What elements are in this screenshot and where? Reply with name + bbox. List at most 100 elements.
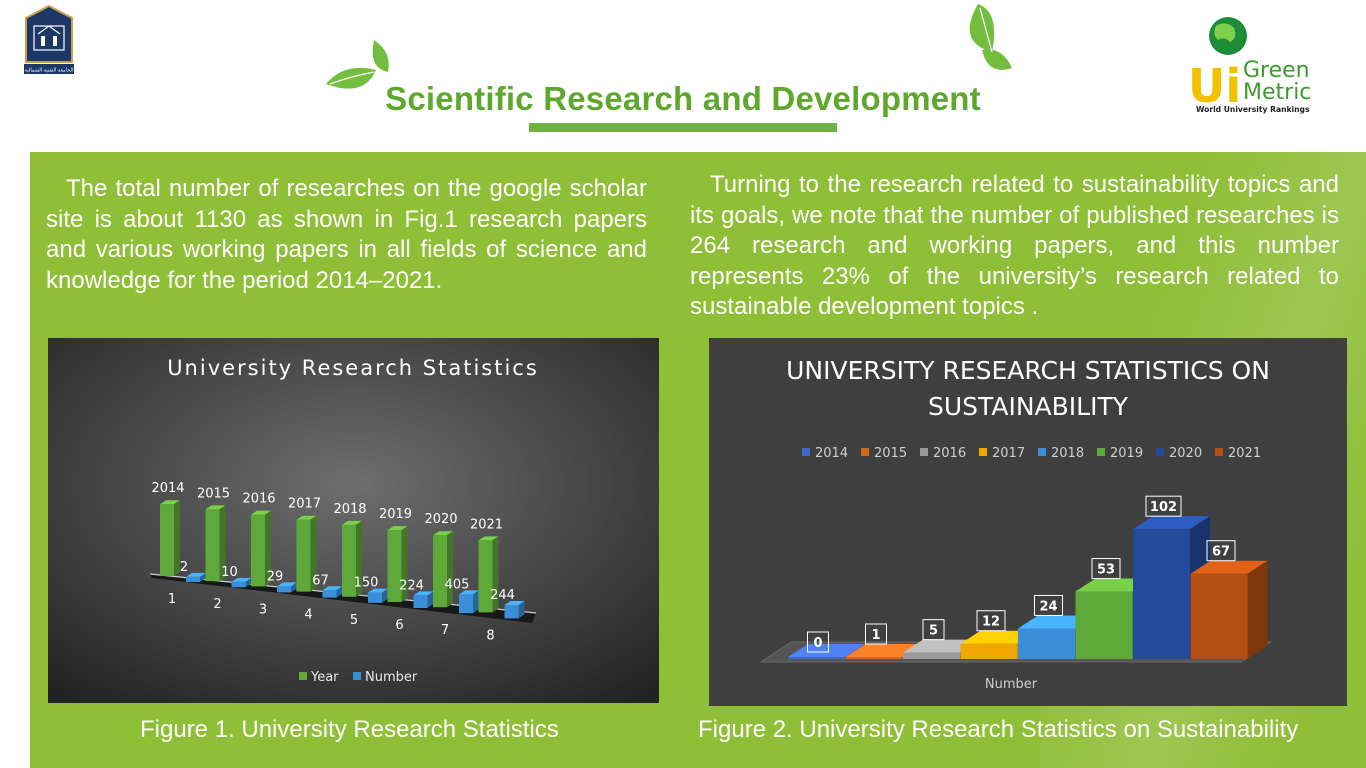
x-tick-label: 6 [395,618,403,633]
sustainability-bar [903,652,960,659]
number-data-label: 10 [221,565,238,580]
leaf-icon [969,4,1012,70]
legend-label: 2021 [1228,446,1261,461]
number-bar-side [200,572,206,582]
chart1-title: University Research Statistics [167,356,539,380]
legend-label: 2020 [1169,446,1202,461]
chart-university-research: University Research Statistics 2014 2 1 201… [48,338,659,703]
data-label-box [807,631,829,653]
year-data-label: 2017 [288,497,321,512]
number-data-label: 224 [399,578,424,593]
sustainability-bar-side [1247,560,1268,659]
x-tick-label: 1 [168,592,176,607]
number-bar-side [473,590,479,614]
legend-swatch [1215,448,1223,456]
number-bar-side [518,601,525,619]
right-paragraph: Turning to the research related to susta… [690,171,1339,320]
number-bar-side [382,588,388,603]
number-bar [186,576,200,582]
data-label-box [1034,594,1063,616]
legend-swatch [920,448,928,456]
year-bar-side [492,536,499,613]
sustainability-bar [1075,591,1133,659]
page-title: Scientific Research and Development [385,80,981,117]
chart2-xlabel: Number [985,677,1038,692]
legend-swatch [353,672,361,680]
number-bar-top [413,591,434,596]
sustainability-bar-top [1190,560,1268,574]
sustainability-bar [788,657,845,659]
year-bar-side [174,500,180,576]
legend-label: 2015 [874,446,907,461]
number-bar-side [291,582,297,593]
data-label-box [976,610,1006,632]
number-bar [413,595,428,608]
x-tick-label: 5 [350,613,358,628]
data-label-box [922,619,945,641]
legend-label: 2017 [992,446,1025,461]
legend-label: Year [310,670,339,685]
year-bar-top [205,505,226,510]
logo-subtitle: World University Rankings [1196,105,1310,114]
number-data-label: 2 [180,560,188,575]
number-bar [459,594,473,614]
number-bar [231,581,246,588]
legend-swatch [802,448,810,456]
year-bar-top [251,510,271,515]
figure2-caption: Figure 2. University Research Statistics… [698,716,1299,743]
legend-label: 2014 [815,446,848,461]
sustainability-bar [845,657,903,659]
title-underline [529,123,837,132]
year-bar-top [342,520,362,525]
number-bar-top [504,601,525,606]
year-bar [478,540,493,613]
data-label: 53 [1097,563,1115,578]
number-bar [368,592,382,603]
legend-label: 2019 [1110,446,1143,461]
number-data-label: 244 [490,588,515,603]
x-tick-label: 7 [441,623,449,638]
left-paragraph: The total number of researches on the go… [46,175,647,294]
data-label: 67 [1212,545,1230,560]
year-bar [205,509,220,582]
number-bar-top [186,572,206,577]
legend-label: Number [365,670,418,685]
year-bar [296,519,311,592]
year-data-label: 2021 [470,517,503,532]
sustainability-bar [1018,628,1075,659]
sustainability-bar-top [1133,516,1210,530]
year-bar [160,504,174,576]
legend-swatch [861,448,869,456]
chart2-legend: 2014 2015 2016 2017 2018 2019 2020 2021 [802,446,1261,461]
figure1-caption: Figure 1. University Research Statistics [140,716,559,743]
year-data-label: 2014 [151,481,184,496]
university-logo: الجامعة التقنية الشمالية [20,4,78,78]
year-bar-top [296,515,317,520]
number-bar-top [459,590,479,595]
legend-label: 2016 [933,446,966,461]
x-tick-label: 3 [259,602,267,617]
year-data-label: 2019 [379,507,412,522]
data-label-box [1206,540,1236,562]
number-bar-side [245,577,252,588]
year-bar [387,530,402,602]
data-label-box [1145,495,1182,517]
data-label: 24 [1039,599,1057,614]
legend-swatch [299,672,307,680]
number-bar-side [336,586,343,598]
year-bar-side [401,526,408,602]
year-data-label: 2020 [424,512,457,527]
data-label: 1 [871,628,880,643]
year-bar-top [387,526,408,531]
chart1-legend: Year Number [299,670,418,685]
chart-sustainability: UNIVERSITY RESEARCH STATISTICS ON SUSTAI… [709,338,1347,706]
number-bar-side [427,591,434,608]
legend-swatch [1156,448,1164,456]
logo-line2: Metric [1243,80,1311,105]
chart2-title-line2: SUSTAINABILITY [928,392,1129,421]
number-bar [504,605,519,619]
sustainability-bar [1190,573,1248,659]
number-bar-top [368,588,388,593]
year-bar-side [447,531,453,608]
year-bar-top [433,531,453,536]
